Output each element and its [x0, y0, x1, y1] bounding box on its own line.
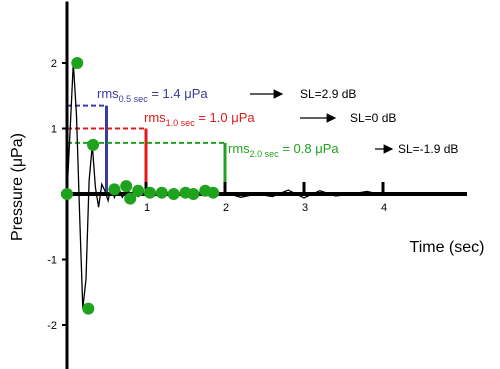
- sample-point: [132, 184, 145, 197]
- sample-point: [167, 188, 180, 200]
- sample-point: [143, 186, 156, 199]
- y-tick-label: -2: [47, 320, 57, 332]
- sample-point: [87, 138, 100, 151]
- y-tick-label: -1: [47, 255, 57, 267]
- sl-label: SL=-1.9 dB: [398, 142, 458, 156]
- rms-label: rms1.0 sec = 1.0 μPa: [144, 110, 255, 128]
- sample-point: [120, 180, 133, 193]
- sl-label: SL=2.9 dB: [300, 87, 356, 101]
- sample-point: [71, 57, 84, 69]
- x-tick-label: 1: [144, 202, 150, 214]
- x-tick-label: 3: [302, 202, 308, 214]
- sample-point: [124, 192, 137, 205]
- y-tick-label: 1: [51, 124, 57, 136]
- y-axis-label: Pressure (μPa): [9, 133, 26, 241]
- sample-point: [108, 183, 121, 196]
- rms-label: rms0.5 sec = 1.4 μPa: [97, 86, 208, 104]
- sample-point: [82, 302, 95, 315]
- x-tick-label: 4: [381, 202, 387, 214]
- sl-label: SL=0 dB: [350, 111, 396, 125]
- sample-point: [155, 186, 168, 199]
- y-tick-label: 2: [51, 58, 57, 70]
- rms-label: rms2.0 sec = 0.8 μPa: [228, 141, 339, 159]
- x-tick-label: 2: [223, 202, 229, 214]
- sample-point: [61, 188, 73, 200]
- x-axis-label: Time (sec): [410, 239, 485, 256]
- sample-point: [187, 188, 200, 200]
- sample-point: [207, 186, 220, 199]
